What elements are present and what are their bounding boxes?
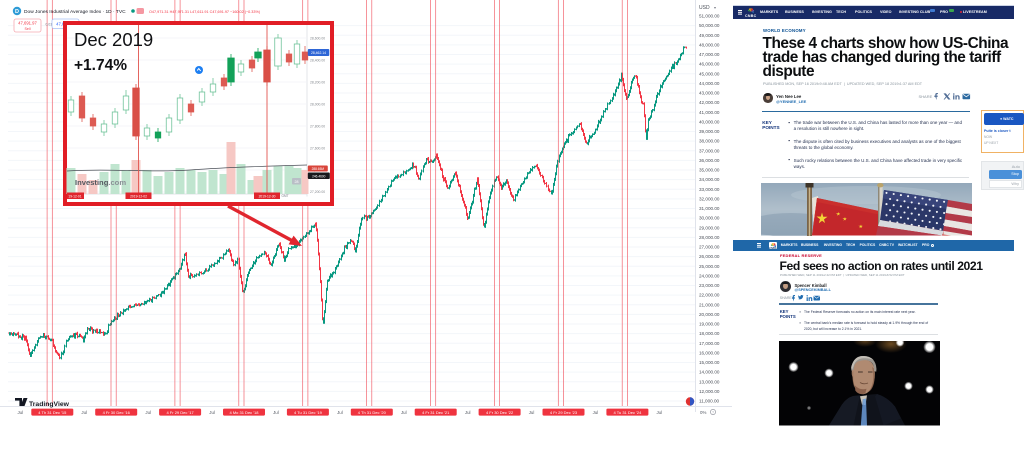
svg-text:48,000.00: 48,000.00	[699, 43, 720, 48]
svg-text:44,000.00: 44,000.00	[699, 81, 720, 86]
svg-text:4 Fr 29 Dec '17: 4 Fr 29 Dec '17	[166, 410, 194, 415]
svg-text:50,000.00: 50,000.00	[699, 23, 720, 28]
svg-text:Jul: Jul	[81, 410, 87, 415]
svg-text:16,000.00: 16,000.00	[699, 351, 720, 356]
svg-text:27,600.00: 27,600.00	[310, 146, 325, 150]
svg-text:Investing.com: Investing.com	[75, 178, 126, 187]
svg-text:28,000.00: 28,000.00	[310, 102, 325, 106]
svg-text:Jul: Jul	[593, 410, 599, 415]
svg-text:14,000.00: 14,000.00	[699, 370, 720, 375]
svg-text:4 Fr 30 Dec '22: 4 Fr 30 Dec '22	[486, 410, 514, 415]
svg-text:Jul: Jul	[17, 410, 23, 415]
svg-text:23,000.00: 23,000.00	[699, 283, 720, 288]
svg-text:35,000.00: 35,000.00	[699, 168, 720, 173]
svg-text:Jul: Jul	[273, 410, 279, 415]
svg-text:4 Fr 30 Dec '16: 4 Fr 30 Dec '16	[103, 410, 131, 415]
svg-text:29,000.00: 29,000.00	[699, 225, 720, 230]
svg-text:47,691.97: 47,691.97	[18, 21, 37, 26]
svg-text:4 Fr 31 Dec '21: 4 Fr 31 Dec '21	[422, 410, 450, 415]
svg-text:D: D	[15, 9, 19, 15]
svg-text:51,000.00: 51,000.00	[699, 14, 720, 19]
svg-text:Jul: Jul	[656, 410, 662, 415]
svg-text:43,000.00: 43,000.00	[699, 91, 720, 96]
svg-text:25,000.00: 25,000.00	[699, 264, 720, 269]
svg-text:?: ?	[712, 411, 714, 415]
svg-text:USD: USD	[699, 5, 710, 11]
svg-text:2019-12-02: 2019-12-02	[130, 194, 147, 198]
svg-text:27,200.00: 27,200.00	[310, 190, 325, 194]
svg-text:17,000.00: 17,000.00	[699, 341, 720, 346]
svg-text:Jul: Jul	[401, 410, 407, 415]
svg-text:31,000.00: 31,000.00	[699, 206, 720, 211]
svg-text:42,000.00: 42,000.00	[699, 100, 720, 105]
svg-text:28,200.00: 28,200.00	[310, 80, 325, 84]
svg-text:27,800.00: 27,800.00	[310, 124, 325, 128]
svg-text:4 Tu 31 Dec '24: 4 Tu 31 Dec '24	[613, 410, 642, 415]
svg-text:4 Th 31 Dec '15: 4 Th 31 Dec '15	[38, 410, 67, 415]
svg-text:27,000.00: 27,000.00	[699, 245, 720, 250]
svg-text:4 Mo 31 Dec '18: 4 Mo 31 Dec '18	[229, 410, 259, 415]
svg-text:30,000.00: 30,000.00	[699, 216, 720, 221]
svg-text:O47,971.31 H47,971.31 L47,611.: O47,971.31 H47,971.31 L47,611.91 C47,691…	[149, 10, 261, 14]
svg-text:Jul: Jul	[209, 410, 215, 415]
svg-text:Jul: Jul	[465, 410, 471, 415]
svg-text:4 Th 31 Dec '20: 4 Th 31 Dec '20	[358, 410, 387, 415]
svg-text:Sell: Sell	[25, 27, 31, 31]
svg-text:49,000.00: 49,000.00	[699, 33, 720, 38]
svg-text:19,000.00: 19,000.00	[699, 322, 720, 327]
svg-text:13,000.00: 13,000.00	[699, 379, 720, 384]
svg-text:45,000.00: 45,000.00	[699, 71, 720, 76]
svg-text:22,000.00: 22,000.00	[699, 293, 720, 298]
svg-text:46,000.00: 46,000.00	[699, 62, 720, 67]
svg-text:37,000.00: 37,000.00	[699, 148, 720, 153]
svg-text:4 Tu 31 Dec '19: 4 Tu 31 Dec '19	[294, 410, 323, 415]
svg-text:41,000.00: 41,000.00	[699, 110, 720, 115]
svg-text:2019-12-30: 2019-12-30	[259, 194, 276, 198]
svg-text:TradingView: TradingView	[29, 401, 70, 408]
svg-text:20,000.00: 20,000.00	[699, 312, 720, 317]
svg-text:28,600.00: 28,600.00	[310, 36, 325, 40]
svg-text:18,000.00: 18,000.00	[699, 331, 720, 336]
svg-text:GMT: GMT	[282, 194, 289, 198]
svg-text:32,000.00: 32,000.00	[699, 197, 720, 202]
svg-text:Dow Jones Industrial Average I: Dow Jones Industrial Average Index · 1D …	[24, 9, 126, 15]
svg-text:15,000.00: 15,000.00	[699, 360, 720, 365]
svg-text:38,000.00: 38,000.00	[699, 139, 720, 144]
svg-text:▾: ▾	[714, 5, 716, 10]
svg-text:19-12-01: 19-12-01	[68, 194, 81, 198]
svg-text:28: 28	[295, 180, 299, 184]
svg-text:11,000.00: 11,000.00	[699, 399, 720, 404]
svg-text:21,000.00: 21,000.00	[699, 302, 720, 307]
svg-text:4 Fr 29 Dec '23: 4 Fr 29 Dec '23	[550, 410, 578, 415]
svg-text:34,000.00: 34,000.00	[699, 177, 720, 182]
svg-text:Jul: Jul	[145, 410, 151, 415]
svg-text:39,000.00: 39,000.00	[699, 129, 720, 134]
svg-text:288.65M: 288.65M	[312, 167, 325, 171]
svg-text:47,000.00: 47,000.00	[699, 52, 720, 57]
svg-text:0.01: 0.01	[46, 23, 53, 27]
svg-text:Jul: Jul	[529, 410, 535, 415]
svg-text:246.4600: 246.4600	[312, 174, 326, 178]
svg-text:36,000.00: 36,000.00	[699, 158, 720, 163]
svg-text:26,000.00: 26,000.00	[699, 254, 720, 259]
svg-text:12,000.00: 12,000.00	[699, 389, 720, 394]
svg-text:28,400.00: 28,400.00	[310, 58, 325, 62]
svg-text:0%: 0%	[700, 410, 706, 415]
svg-text:40,000.00: 40,000.00	[699, 120, 720, 125]
svg-text:+1.74%: +1.74%	[74, 57, 127, 74]
svg-text:28,000.00: 28,000.00	[699, 235, 720, 240]
svg-text:Dec 2019: Dec 2019	[74, 29, 153, 50]
svg-text:24,000.00: 24,000.00	[699, 274, 720, 279]
svg-text:28,462.14: 28,462.14	[311, 51, 326, 55]
svg-text:Jul: Jul	[337, 410, 343, 415]
svg-text:33,000.00: 33,000.00	[699, 187, 720, 192]
